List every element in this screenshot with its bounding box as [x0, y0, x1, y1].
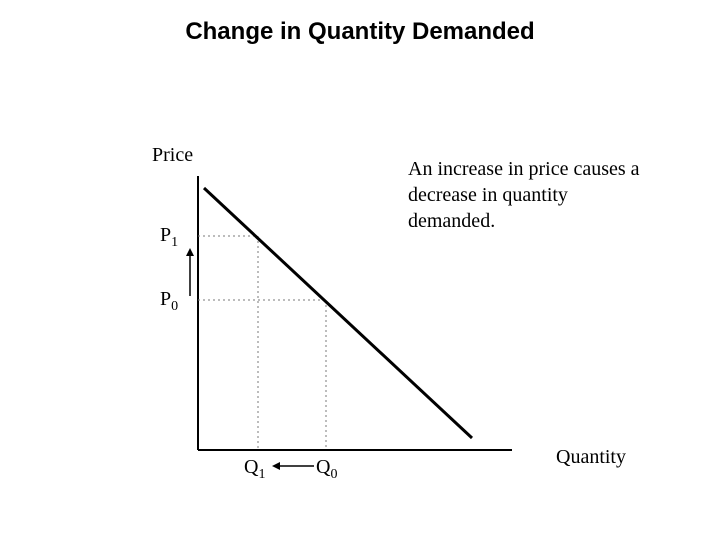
chart-svg: [0, 0, 720, 540]
demand-curve: [204, 188, 472, 438]
diagram-stage: Change in Quantity Demanded Price Quanti…: [0, 0, 720, 540]
